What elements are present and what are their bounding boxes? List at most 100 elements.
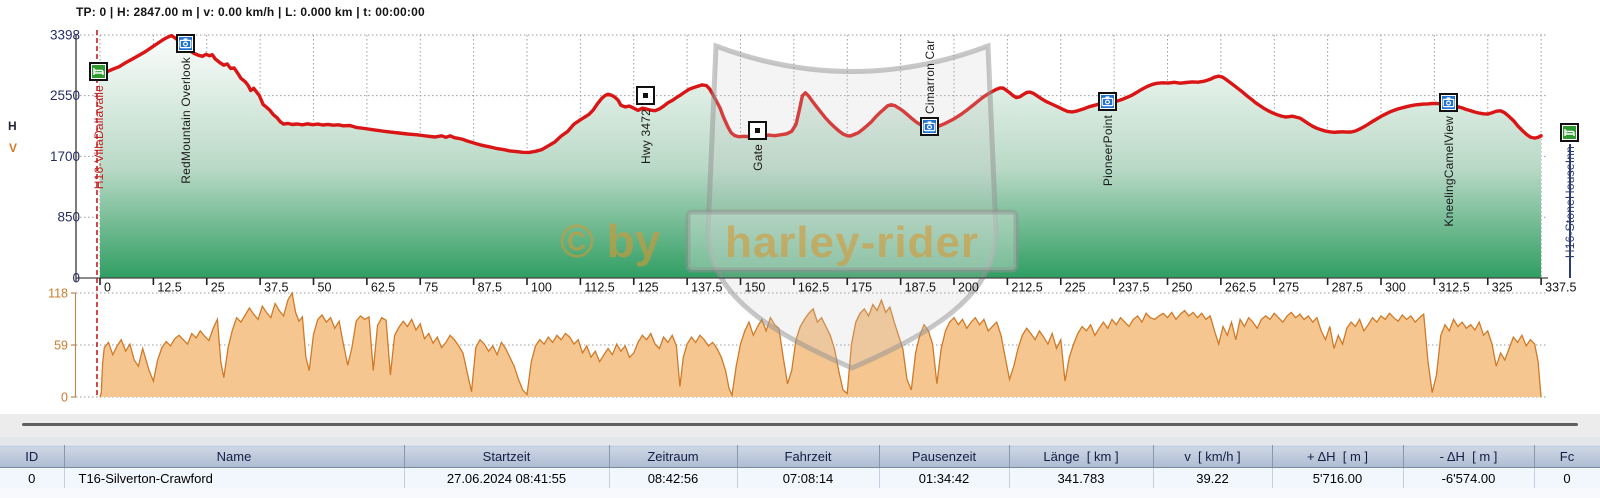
table-empty-area xyxy=(0,488,1600,498)
column-header-6[interactable]: Länge [ km ] xyxy=(1009,445,1154,468)
waypoint-marker-photo[interactable] xyxy=(919,116,939,136)
waypoint-marker-lodging[interactable] xyxy=(88,61,108,81)
x-tick-label: 100 xyxy=(531,281,552,295)
x-tick-label: 325 xyxy=(1492,281,1513,295)
photo-icon xyxy=(922,119,936,133)
track-cell-9: -6'574.00 xyxy=(1403,467,1535,489)
x-tick-label: 162.5 xyxy=(798,281,829,295)
table-header-row: ID Name Startzeit Zeitraum Fahrzeit Pausenzei… xyxy=(0,445,1600,468)
track-cell-4: 07:08:14 xyxy=(737,467,880,489)
waypoint-icon xyxy=(750,123,764,137)
splitter-band xyxy=(0,414,1600,437)
elevation-y-tick-label: 850 xyxy=(57,210,80,225)
x-tick-label: 25 xyxy=(211,281,225,295)
track-table-panel: ID Name Startzeit Zeitraum Fahrzeit Pausenzei… xyxy=(0,445,1600,489)
x-tick-label: 212.5 xyxy=(1011,281,1042,295)
waypoint-marker-photo[interactable] xyxy=(175,33,195,53)
x-tick-label: 150 xyxy=(745,281,766,295)
x-tick-label: 175 xyxy=(851,281,872,295)
waypoint-marker-waypoint[interactable] xyxy=(635,85,655,105)
column-header-1[interactable]: Name xyxy=(64,445,405,468)
lodging-icon xyxy=(1562,125,1576,139)
track-table: ID Name Startzeit Zeitraum Fahrzeit Pausenzei… xyxy=(0,445,1600,489)
x-tick-label: 187.5 xyxy=(905,281,936,295)
x-tick-label: 37.5 xyxy=(264,281,288,295)
x-tick-label: 62.5 xyxy=(371,281,395,295)
x-tick-label: 275 xyxy=(1278,281,1299,295)
camera-icon xyxy=(1101,95,1113,106)
camera-icon xyxy=(923,120,935,131)
panel-divider xyxy=(0,437,1600,445)
elevation-y-tick-label: 3398 xyxy=(50,28,80,43)
x-tick-label: 337.5 xyxy=(1545,281,1576,295)
track-cell-8: 5'716.00 xyxy=(1272,467,1404,489)
x-tick-label: 112.5 xyxy=(584,281,614,295)
x-tick-label: 300 xyxy=(1385,281,1406,295)
elevation-area xyxy=(100,35,1542,278)
track-cell-10: 0 xyxy=(1534,467,1600,489)
speed-series-label[interactable]: V xyxy=(9,141,18,155)
speed-line xyxy=(99,291,1542,398)
speed-y-tick-label: 59 xyxy=(54,339,68,353)
column-header-3[interactable]: Zeitraum xyxy=(609,445,738,468)
cursor-status-text: TP: 0 | H: 2847.00 m | v: 0.00 km/h | L:… xyxy=(76,5,425,19)
x-tick-label: 225 xyxy=(1065,281,1086,295)
waypoint-square-icon xyxy=(642,92,648,98)
track-row[interactable]: 0 T16-Silverton-Crawford 27.06.2024 08:41:… xyxy=(0,467,1600,489)
x-tick-label: 287.5 xyxy=(1332,281,1363,295)
x-tick-label: 262.5 xyxy=(1225,281,1256,295)
lodging-icon xyxy=(92,67,104,75)
track-cell-3: 08:42:56 xyxy=(609,467,738,489)
x-tick-label: 137.5 xyxy=(691,281,722,295)
column-header-4[interactable]: Fahrzeit xyxy=(737,445,880,468)
x-tick-label: 312.5 xyxy=(1438,281,1469,295)
x-tick-label: 237.5 xyxy=(1118,281,1149,295)
track-cell-5: 01:34:42 xyxy=(879,467,1010,489)
x-tick-label: 12.5 xyxy=(157,281,181,295)
waypoint-marker-photo[interactable] xyxy=(1097,91,1117,111)
photo-icon xyxy=(1100,94,1114,108)
profile-chart[interactable]: © by harley-rider 0 12.5 25 37.5 50 62.5 75 87.5 1… xyxy=(0,0,1600,412)
x-tick-label: 87.5 xyxy=(478,281,502,295)
splitter-handle[interactable] xyxy=(22,423,1578,426)
track-cell-6: 341.783 xyxy=(1009,467,1154,489)
watermark-brand: harley-rider xyxy=(725,218,979,267)
column-header-0[interactable]: ID xyxy=(0,445,65,468)
column-header-10[interactable]: Fc xyxy=(1534,445,1600,468)
photo-icon xyxy=(178,36,192,50)
waypoint-marker-photo[interactable] xyxy=(1438,92,1458,112)
x-tick-label: 0 xyxy=(104,281,111,295)
speed-y-tick-label: 118 xyxy=(48,287,68,301)
track-cell-7: 39.22 xyxy=(1153,467,1273,489)
camera-icon xyxy=(179,37,191,48)
speed-area xyxy=(100,293,1542,397)
elevation-y-tick-label: 2550 xyxy=(50,88,80,103)
lodging-icon xyxy=(1563,128,1575,136)
elevation-series-label[interactable]: H xyxy=(8,119,17,133)
x-tick-label: 250 xyxy=(1172,281,1193,295)
waypoint-markers-layer: H16-VillaDallavalle RedMountain Overlook H… xyxy=(88,33,1579,278)
photo-icon xyxy=(1441,95,1455,109)
waypoint-marker-waypoint[interactable] xyxy=(747,120,767,140)
column-header-8[interactable]: + ΔH [ m ] xyxy=(1272,445,1404,468)
column-header-2[interactable]: Startzeit xyxy=(404,445,610,468)
waypoint-icon xyxy=(638,88,652,102)
column-header-5[interactable]: Pausenzeit xyxy=(879,445,1010,468)
column-header-7[interactable]: v [ km/h ] xyxy=(1153,445,1273,468)
x-tick-label: 75 xyxy=(424,281,438,295)
column-header-9[interactable]: - ΔH [ m ] xyxy=(1403,445,1535,468)
elevation-line xyxy=(98,33,1543,155)
harley-bar-icon xyxy=(685,209,1019,273)
waypoint-marker-lodging[interactable] xyxy=(1559,122,1579,142)
elevation-y-tick-label: 0 xyxy=(72,271,80,286)
waypoint-square-icon xyxy=(754,127,760,133)
x-tick-label: 125 xyxy=(638,281,659,295)
elevation-y-tick-label: 1700 xyxy=(50,149,80,164)
track-cell-0: 0 xyxy=(0,467,65,489)
track-cell-2: 27.06.2024 08:41:55 xyxy=(404,467,610,489)
speed-y-tick-label: 0 xyxy=(61,391,68,405)
lodging-icon xyxy=(91,64,105,78)
x-tick-label: 50 xyxy=(318,281,332,295)
track-cell-1: T16-Silverton-Crawford xyxy=(64,467,405,489)
